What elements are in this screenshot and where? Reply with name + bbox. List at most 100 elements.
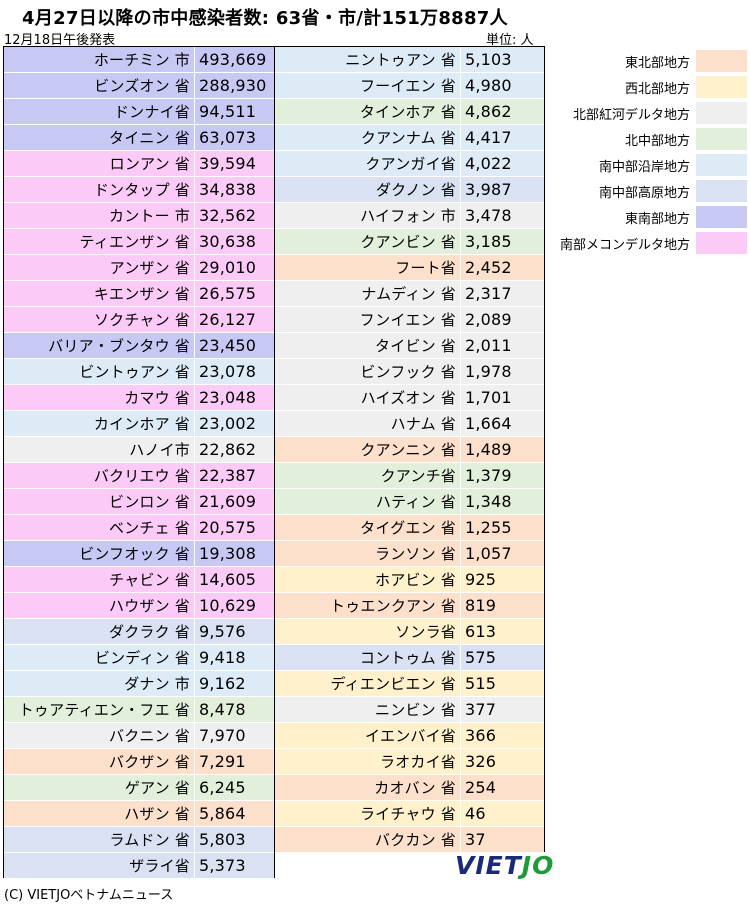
province-name: ライチャウ 省 xyxy=(275,801,461,826)
table-row: バリア・ブンタウ 省 23,450 xyxy=(4,333,274,359)
province-name: カマウ 省 xyxy=(4,385,195,410)
case-count: 3,478 xyxy=(461,203,544,228)
case-count: 9,418 xyxy=(195,645,274,670)
case-count: 20,575 xyxy=(195,515,274,540)
legend-label: 西北部地方 xyxy=(624,81,690,97)
case-count: 14,605 xyxy=(195,567,274,592)
table-row: タインホア 省 4,862 xyxy=(275,99,544,125)
table-row: ビンフック 省 1,978 xyxy=(275,359,544,385)
table-row: ティエンザン 省 30,638 xyxy=(4,229,274,255)
case-count: 3,987 xyxy=(461,177,544,202)
province-name: ラムドン 省 xyxy=(4,827,195,852)
table-row: ハナム 省 1,664 xyxy=(275,411,544,437)
table-row: ニントゥアン 省 5,103 xyxy=(275,47,544,73)
table-row: ハザン 省 5,864 xyxy=(4,801,274,827)
province-name: コントゥム 省 xyxy=(275,645,461,670)
table-row: コントゥム 省 575 xyxy=(275,645,544,671)
case-count: 254 xyxy=(461,775,544,800)
copyright-footer: (C) VIETJOベトナムニュース xyxy=(4,888,174,903)
province-name: ドンタップ 省 xyxy=(4,177,195,202)
table-row: ベンチェ 省 20,575 xyxy=(4,515,274,541)
case-count: 7,970 xyxy=(195,723,274,748)
vietjo-logo: VIETJO xyxy=(455,851,554,880)
table-row: ライチャウ 省 46 xyxy=(275,801,544,827)
table-row: ロンアン 省 39,594 xyxy=(4,151,274,177)
table-row: ソンラ省 613 xyxy=(275,619,544,645)
case-count: 4,980 xyxy=(461,73,544,98)
province-name: バクカン 省 xyxy=(275,827,461,852)
legend-item: 東北部地方 xyxy=(548,48,747,74)
case-count: 4,862 xyxy=(461,99,544,124)
case-count: 46 xyxy=(461,801,544,826)
province-name: バクニン 省 xyxy=(4,723,195,748)
case-count: 19,308 xyxy=(195,541,274,566)
announcement-date: 12月18日午後発表 xyxy=(4,33,116,48)
table-row: ビントゥアン 省 23,078 xyxy=(4,359,274,385)
table-row: タイグエン 省 1,255 xyxy=(275,515,544,541)
province-name: ハザン 省 xyxy=(4,801,195,826)
province-name: トゥアティエン・フエ 省 xyxy=(4,697,195,722)
province-name: ティエンザン 省 xyxy=(4,229,195,254)
case-count: 2,089 xyxy=(461,307,544,332)
page-title: 4月27日以降の市中感染者数: 63省・市/計151万8887人 xyxy=(22,8,508,29)
table-row: ソクチャン 省 26,127 xyxy=(4,307,274,333)
case-count: 34,838 xyxy=(195,177,274,202)
province-name: クアンガイ省 xyxy=(275,151,461,176)
case-count: 326 xyxy=(461,749,544,774)
case-count: 493,669 xyxy=(195,47,274,72)
table-row: ニンビン 省 377 xyxy=(275,697,544,723)
province-name: バクザン 省 xyxy=(4,749,195,774)
case-count: 2,011 xyxy=(461,333,544,358)
province-name: ニントゥアン 省 xyxy=(275,47,461,72)
case-count: 5,103 xyxy=(461,47,544,72)
table-row: ドンナイ省 94,511 xyxy=(4,99,274,125)
case-count: 26,127 xyxy=(195,307,274,332)
province-name: フーイエン 省 xyxy=(275,73,461,98)
legend-swatch xyxy=(696,50,747,72)
case-count: 613 xyxy=(461,619,544,644)
legend-item: 南部メコンデルタ地方 xyxy=(548,230,747,256)
legend-swatch xyxy=(696,76,747,98)
case-count: 925 xyxy=(461,567,544,592)
case-count: 23,048 xyxy=(195,385,274,410)
table-row: ハウザン 省 10,629 xyxy=(4,593,274,619)
case-count: 1,701 xyxy=(461,385,544,410)
province-name: バクリエウ 省 xyxy=(4,463,195,488)
case-count: 9,576 xyxy=(195,619,274,644)
province-name: ラオカイ省 xyxy=(275,749,461,774)
province-name: イエンバイ省 xyxy=(275,723,461,748)
legend-swatch xyxy=(696,232,747,254)
legend-swatch xyxy=(696,154,747,176)
province-name: ホアビン 省 xyxy=(275,567,461,592)
province-name: ビンディン 省 xyxy=(4,645,195,670)
province-name: ハイズオン 省 xyxy=(275,385,461,410)
case-count: 515 xyxy=(461,671,544,696)
unit-label: 単位: 人 xyxy=(486,33,534,48)
legend-item: 南中部高原地方 xyxy=(548,178,747,204)
case-count: 37 xyxy=(461,827,544,852)
table-row: ホーチミン 市 493,669 xyxy=(4,47,274,73)
province-name: ドンナイ省 xyxy=(4,99,195,124)
legend-swatch xyxy=(696,128,747,150)
table-row: ハノイ市 22,862 xyxy=(4,437,274,463)
table-row: タイビン 省 2,011 xyxy=(275,333,544,359)
case-count: 3,185 xyxy=(461,229,544,254)
case-count: 1,664 xyxy=(461,411,544,436)
table-row: ビンディン 省 9,418 xyxy=(4,645,274,671)
province-name: ナムディン 省 xyxy=(275,281,461,306)
table-row: ビンフオック 省 19,308 xyxy=(4,541,274,567)
province-name: ホーチミン 市 xyxy=(4,47,195,72)
province-name: トゥエンクアン 省 xyxy=(275,593,461,618)
legend-label: 南部メコンデルタ地方 xyxy=(559,237,690,253)
province-name: ハナム 省 xyxy=(275,411,461,436)
province-name: タインホア 省 xyxy=(275,99,461,124)
province-name: ベンチェ 省 xyxy=(4,515,195,540)
province-name: ダクノン 省 xyxy=(275,177,461,202)
table-row: キエンザン 省 26,575 xyxy=(4,281,274,307)
province-name: バリア・ブンタウ 省 xyxy=(4,333,195,358)
table-row: ラムドン 省 5,803 xyxy=(4,827,274,853)
province-name: タイグエン 省 xyxy=(275,515,461,540)
table-row: カオバン 省 254 xyxy=(275,775,544,801)
case-count: 22,387 xyxy=(195,463,274,488)
case-count: 2,317 xyxy=(461,281,544,306)
